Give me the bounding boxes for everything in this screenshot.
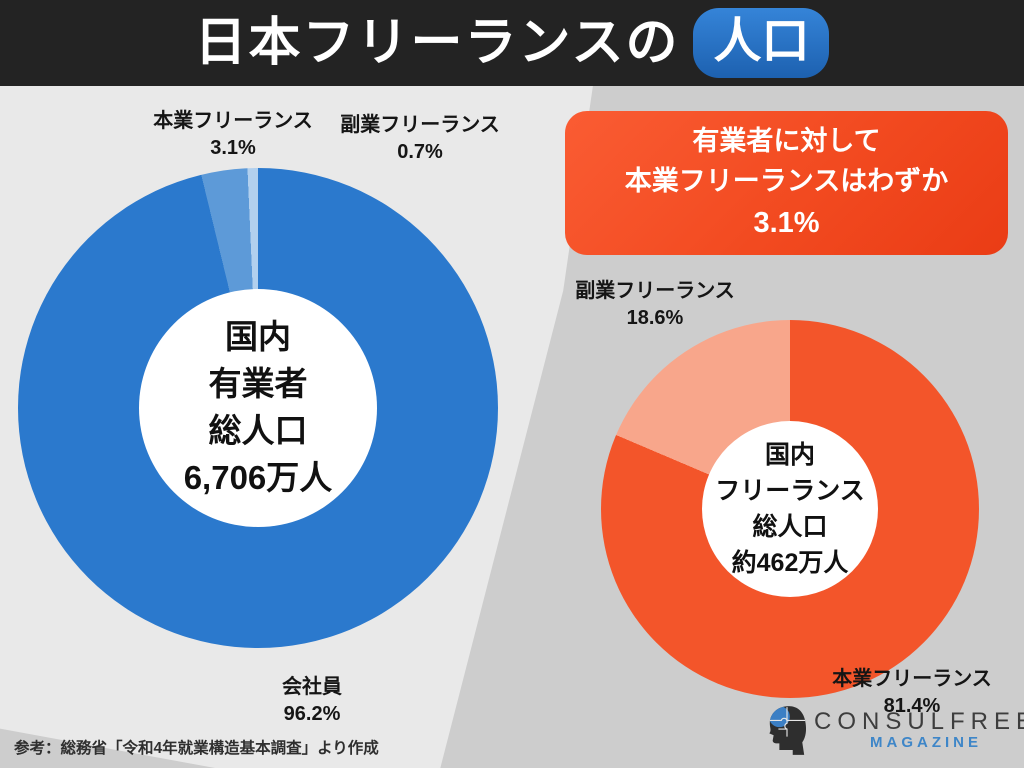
page-title: 日本フリーランスの xyxy=(194,14,680,72)
label-freelancers-main: 本業フリーランス 81.4% xyxy=(832,666,992,720)
label-workers-side-freelance: 副業フリーランス 0.7% xyxy=(340,112,500,166)
label-workers-employee: 会社員 96.2% xyxy=(282,674,342,728)
callout-line2: 本業フリーランスはわずか xyxy=(624,166,949,197)
callout-line1: 有業者に対して xyxy=(692,125,881,156)
label-freelancers-main-pct: 81.4% xyxy=(883,695,941,717)
label-workers-employee-name: 会社員 xyxy=(282,676,342,698)
highlight-callout: 有業者に対して 本業フリーランスはわずか 3.1% xyxy=(565,111,1008,255)
label-freelancers-side: 副業フリーランス 18.6% xyxy=(575,278,735,332)
donut-workers-center-label: 国内 有業者 総人口 6,706万人 xyxy=(139,289,377,527)
label-workers-main-freelance-pct: 3.1% xyxy=(210,137,256,159)
label-workers-side-freelance-pct: 0.7% xyxy=(397,141,443,163)
label-freelancers-side-name: 副業フリーランス xyxy=(575,280,735,302)
logo-words: CONSULFREE MAGAZINE xyxy=(814,707,1024,752)
label-workers-employee-pct: 96.2% xyxy=(283,703,341,725)
freelancers-center-total: 約462万人 xyxy=(731,549,849,578)
title-badge: 人口 xyxy=(693,8,830,78)
head-puzzle-icon xyxy=(769,706,807,755)
logo-magazine-text: MAGAZINE xyxy=(870,733,983,751)
workers-center-line1: 国内 xyxy=(225,318,291,356)
label-workers-main-freelance-name: 本業フリーランス xyxy=(153,110,313,132)
donut-freelancers-center-label: 国内 フリーランス 総人口 約462万人 xyxy=(702,421,878,597)
workers-center-total: 6,706万人 xyxy=(183,458,333,496)
label-workers-main-freelance: 本業フリーランス 3.1% xyxy=(153,108,313,162)
header-bar: 日本フリーランスの 人口 xyxy=(0,0,1024,86)
publisher-logo: CONSULFREE MAGAZINE xyxy=(766,704,1024,756)
workers-center-line2: 有業者 xyxy=(208,365,308,403)
donut-chart-freelancers: 国内 フリーランス 総人口 約462万人 xyxy=(601,320,979,698)
freelancers-center-line2: フリーランス xyxy=(715,476,865,505)
callout-percentage: 3.1% xyxy=(753,206,820,239)
logo-brand-text: CONSULFREE xyxy=(814,707,1024,735)
freelancers-center-line3: 総人口 xyxy=(752,513,828,541)
label-freelancers-side-pct: 18.6% xyxy=(626,307,684,329)
label-freelancers-main-name: 本業フリーランス xyxy=(832,668,992,690)
donut-chart-workers: 国内 有業者 総人口 6,706万人 xyxy=(18,168,498,648)
freelancers-center-line1: 国内 xyxy=(764,440,815,469)
workers-center-line3: 総人口 xyxy=(208,412,308,449)
label-workers-side-freelance-name: 副業フリーランス xyxy=(340,114,500,136)
source-reference: 参考：総務省「令和4年就業構造基本調査」より作成 xyxy=(14,740,379,757)
